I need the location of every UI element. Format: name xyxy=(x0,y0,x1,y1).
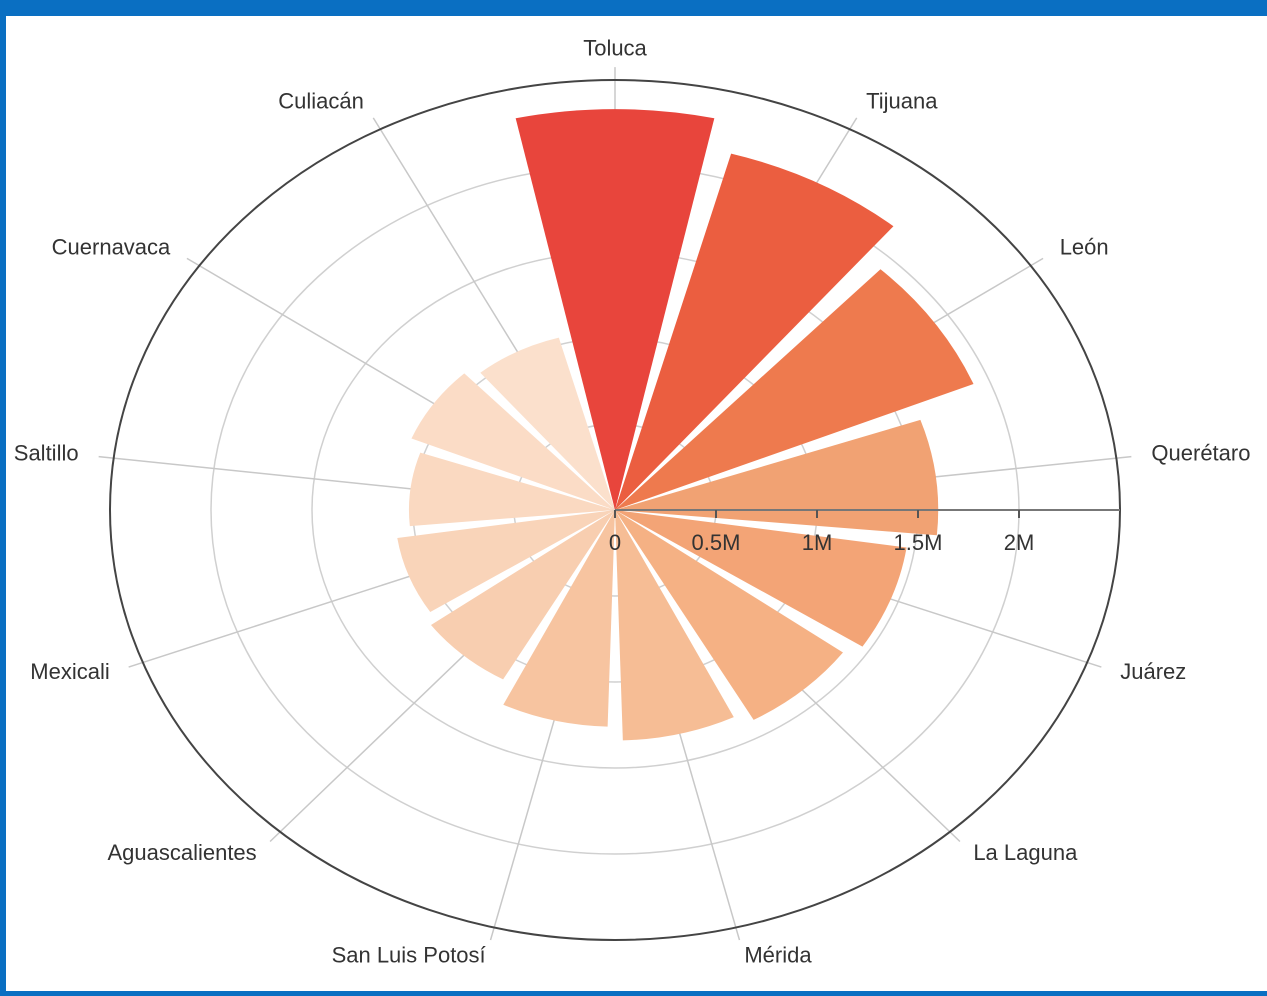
bar xyxy=(515,109,715,511)
chart-frame: 0 0.5M 1M 1.5M 2M Toluca Tijuana León Querétaro J… xyxy=(6,16,1267,991)
bar xyxy=(615,153,894,511)
radial-tick-label: 2M xyxy=(1004,530,1035,555)
bar xyxy=(411,373,615,510)
category-label: Mexicali xyxy=(30,659,109,684)
category-label: Tijuana xyxy=(866,88,938,113)
category-label: Juárez xyxy=(1120,659,1186,684)
bar xyxy=(480,337,615,510)
category-label: Toluca xyxy=(583,36,647,61)
bar xyxy=(615,510,734,741)
bar xyxy=(615,269,974,510)
bar xyxy=(408,452,615,527)
bar xyxy=(615,510,843,720)
category-label: Querétaro xyxy=(1151,440,1250,465)
category-label: Cuernavaca xyxy=(52,234,171,259)
radial-tick-label: 0.5M xyxy=(692,530,741,555)
bar xyxy=(503,510,615,727)
category-label: León xyxy=(1060,234,1109,259)
radial-tick-label: 1.5M xyxy=(894,530,943,555)
radial-tick-label: 1M xyxy=(802,530,833,555)
bar xyxy=(615,510,907,647)
category-label: Culiacán xyxy=(278,88,364,113)
category-label: Saltillo xyxy=(14,440,79,465)
category-label: Mérida xyxy=(744,943,812,968)
category-label: Aguascalientes xyxy=(107,840,256,865)
category-label: San Luis Potosí xyxy=(332,943,486,968)
bar xyxy=(397,510,615,612)
bar xyxy=(430,510,615,680)
radial-tick-label: 0 xyxy=(609,530,621,555)
bar xyxy=(615,419,939,536)
chart: 0 0.5M 1M 1.5M 2M Toluca Tijuana León Querétaro J… xyxy=(14,36,1251,968)
category-label: La Laguna xyxy=(973,840,1078,865)
